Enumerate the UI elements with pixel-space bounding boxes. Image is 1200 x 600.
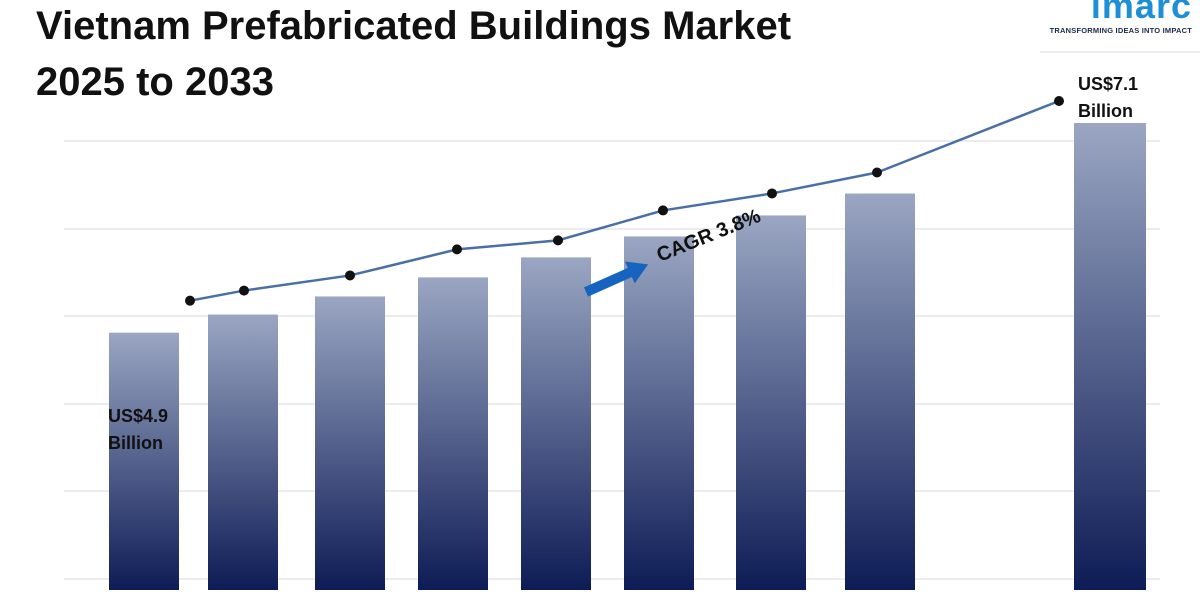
- trend-point-2030: [658, 205, 668, 216]
- bar-2028: [418, 277, 488, 590]
- trend-point-2027: [345, 270, 355, 281]
- trend-point-2029: [553, 235, 563, 246]
- chart-title-line-1: Vietnam Prefabricated Buildings Market: [36, 4, 792, 48]
- cagr-arrow-shaft: [583, 267, 634, 297]
- imarc-logo: imarc TRANSFORMING IDEAS INTO IMPACT: [1032, 0, 1192, 36]
- cagr-arrow-head: [624, 261, 649, 284]
- trend-point-2028: [452, 244, 462, 255]
- bar-2033: [1074, 123, 1146, 590]
- logo-wordmark: imarc: [1090, 0, 1192, 26]
- bar-2029: [521, 257, 591, 590]
- logo-tagline: TRANSFORMING IDEAS INTO IMPACT: [1049, 26, 1192, 35]
- end-unit-label: Billion: [1078, 101, 1133, 121]
- cagr-arrow: [583, 261, 649, 297]
- trend-point-2032: [872, 167, 882, 178]
- bar-2032: [845, 193, 915, 590]
- trend-point-2026: [239, 285, 249, 296]
- trend-point-2025: [185, 295, 195, 306]
- end-value-label: US$7.1: [1078, 74, 1138, 94]
- bar-2025: [109, 332, 179, 590]
- start-value-label: US$4.9: [108, 406, 168, 426]
- bar-2027: [315, 296, 385, 590]
- trend-point-2031: [767, 188, 777, 199]
- bar-2031: [736, 215, 806, 590]
- bar-2030: [624, 236, 694, 590]
- bar-2026: [208, 314, 278, 590]
- trend-point-2033: [1054, 96, 1064, 106]
- chart-title-line-2: 2025 to 2033: [36, 60, 274, 104]
- start-unit-label: Billion: [108, 433, 163, 453]
